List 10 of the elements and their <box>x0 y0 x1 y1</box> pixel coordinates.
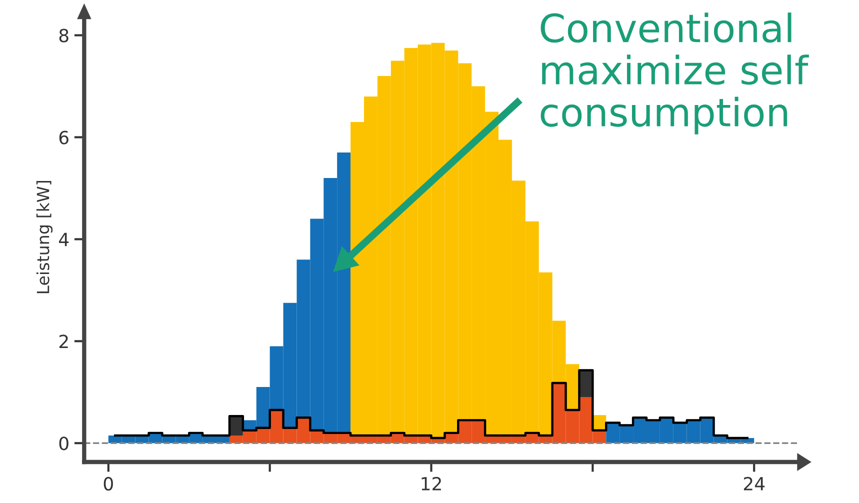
x-tick-label: 24 <box>744 476 765 490</box>
y-tick-label: 8 <box>59 28 68 42</box>
y-tick-label: 4 <box>58 232 69 246</box>
x-tick-label: 12 <box>422 476 441 490</box>
y-tick-label: 0 <box>59 436 68 450</box>
y-tick-label: 2 <box>59 334 68 348</box>
y-tick-label: 6 <box>59 130 68 144</box>
y-axis-title: Leistung [kW] <box>36 180 53 294</box>
annotation: Conventional maximize self consumption <box>540 12 809 134</box>
x-tick-label: 0 <box>104 476 113 491</box>
